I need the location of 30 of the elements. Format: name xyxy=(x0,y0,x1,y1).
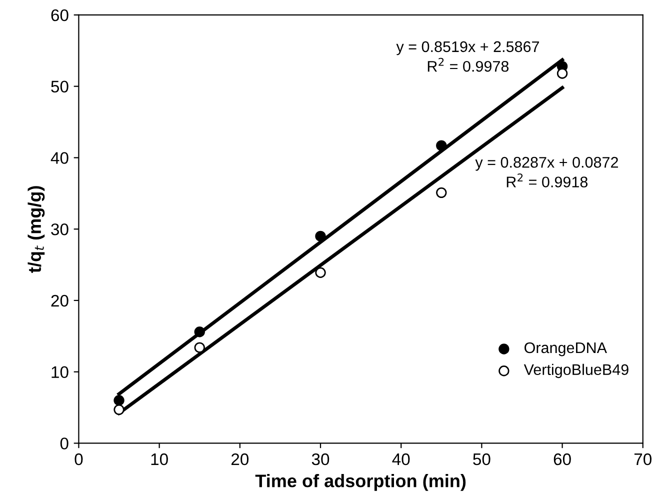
point xyxy=(556,68,568,79)
point xyxy=(315,267,326,278)
y-tick-label: 20 xyxy=(51,294,68,307)
legend-label: VertigoBlueB49 xyxy=(524,364,628,378)
y-tick-label: 10 xyxy=(52,366,68,378)
y-tick-label: 40 xyxy=(50,152,68,164)
point xyxy=(436,140,447,151)
x-tick-label: 30 xyxy=(312,453,330,466)
point xyxy=(436,187,447,198)
legend-label: OrangeDNA xyxy=(524,342,607,356)
point xyxy=(194,326,205,338)
annotation: y = 0.8287x + 0.0872 R$^{2}$ = 0.9918 xyxy=(475,156,618,188)
x-tick-label: 20 xyxy=(231,453,249,466)
x-tick-label: 70 xyxy=(634,453,652,466)
x-tick-label: 40 xyxy=(392,453,410,466)
y-tick-label: 30 xyxy=(51,223,68,236)
y-tick-label: 60 xyxy=(51,9,68,22)
point xyxy=(194,342,205,353)
y-axis-title: t/q$_{t}$ (mg/g) xyxy=(28,186,45,273)
point xyxy=(114,404,124,416)
x-tick-label: 60 xyxy=(554,453,571,466)
y-tick-label: 50 xyxy=(51,80,68,93)
point xyxy=(114,395,124,406)
x-tick-label: 10 xyxy=(151,453,168,466)
x-axis-title: Time of adsorption (min) xyxy=(255,474,466,491)
y-tick-label: 0 xyxy=(60,438,68,450)
x-tick-label: 0 xyxy=(74,453,83,466)
annotation: y = 0.8519x + 2.5867 R$^{2}$ = 0.9978 xyxy=(396,41,540,72)
x-tick-label: 50 xyxy=(473,453,490,466)
point xyxy=(315,230,326,242)
